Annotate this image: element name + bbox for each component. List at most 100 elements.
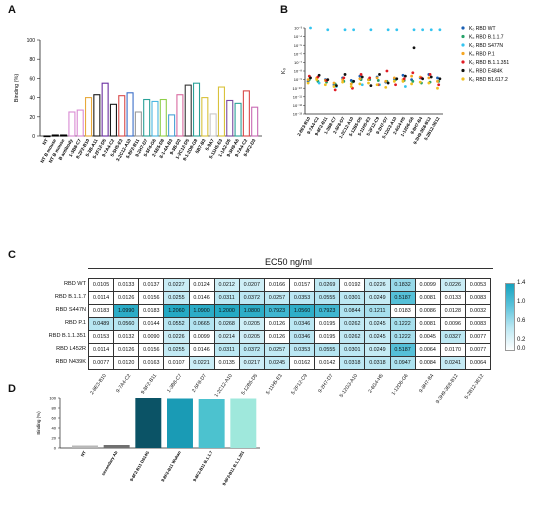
a-bar	[134, 111, 142, 137]
b-y-tick-label: 10⁻⁴	[294, 34, 303, 39]
b-y-tick-label: 10⁻³	[294, 26, 303, 31]
heatmap-cell: 1.0900	[188, 304, 215, 318]
b-legend-marker	[461, 51, 465, 56]
b-point	[323, 83, 327, 87]
heatmap-cell: 0.0255	[163, 291, 190, 305]
a-bar	[217, 86, 225, 137]
heatmap-cell: 0.0166	[263, 278, 291, 292]
b-legend-label: K₀ RBD B1.617.2	[469, 77, 508, 83]
heatmap-cell: 0.0346	[288, 330, 316, 344]
panel-letter-c: C	[8, 249, 16, 261]
heatmap-cell: 0.0084	[414, 356, 441, 370]
heatmap-cell: 0.0064	[414, 343, 441, 357]
a-bar	[118, 95, 126, 137]
b-point	[385, 69, 389, 73]
b-point	[436, 79, 439, 83]
heatmap-cell: 0.0156	[138, 343, 165, 357]
heatmap-cell: 0.0156	[138, 291, 165, 305]
b-point	[343, 28, 347, 32]
b-y-tick-label: 10⁻¹⁰	[293, 86, 303, 91]
heatmap-cell: 0.0226	[163, 330, 190, 344]
b-point	[392, 79, 396, 83]
b-point	[427, 76, 431, 80]
heatmap-cell: 0.0163	[138, 356, 165, 370]
b-legend-marker	[461, 26, 465, 30]
heatmap-cell: 0.0126	[113, 291, 140, 305]
heatmap-column-label: 5-2B12-3E12	[463, 373, 486, 401]
heatmap-cell: 0.0183	[87, 304, 115, 318]
heatmap-cell: 0.0262	[339, 330, 366, 344]
b-point	[378, 73, 381, 76]
heatmap-row-label: RBD B.1.1.7	[54, 294, 86, 300]
colorbar-tick-label: 0.6	[517, 317, 526, 324]
heatmap-cell: 0.0133	[113, 278, 140, 292]
heatmap-cell: 0.0301	[339, 343, 366, 357]
heatmap-cell: 0.0226	[439, 278, 466, 292]
heatmap-cell: 0.1832	[389, 278, 416, 292]
b-point	[315, 78, 319, 81]
heatmap-cell: 0.0269	[314, 278, 341, 292]
a-bar	[101, 82, 109, 137]
heatmap-column-label: 5-12G3-A10	[338, 373, 360, 399]
heatmap-cell: 0.0107	[163, 356, 190, 370]
b-point	[332, 85, 336, 88]
heatmap-cell: 0.0090	[138, 330, 165, 344]
a-bar	[168, 114, 176, 137]
b-point	[384, 79, 388, 83]
b-y-tick-label: 10⁻⁹	[294, 77, 303, 82]
heatmap-cell: 1.0990	[113, 304, 140, 318]
heatmap-cell: 0.7923	[263, 304, 291, 318]
heatmap-cell: 0.0105	[87, 278, 115, 292]
heatmap-cell: 0.0077	[87, 356, 115, 370]
b-point	[369, 84, 373, 88]
a-bar	[226, 99, 234, 137]
heatmap-cell: 0.0205	[238, 317, 265, 331]
heatmap-cell: 0.0311	[213, 291, 240, 305]
b-y-tick-label: 10⁻⁶	[294, 51, 303, 56]
a-y-tick-label: 60	[29, 76, 35, 82]
heatmap-cell: 0.0120	[113, 356, 140, 370]
heatmap-cell: 0.0096	[439, 317, 466, 331]
d-bar	[230, 398, 257, 448]
heatmap-cell: 0.0183	[389, 304, 416, 318]
b-legend-label: K₀ RBD E484K	[469, 68, 503, 74]
b-legend-label: K₀ RBD WT	[469, 26, 496, 32]
b-point	[410, 82, 414, 86]
heatmap-cell: 0.5187	[389, 343, 416, 357]
heatmap-cell: 0.0226	[364, 278, 391, 292]
b-point	[341, 80, 345, 84]
heatmap-cell: 0.0077	[464, 330, 492, 344]
b-point	[412, 46, 416, 50]
b-y-tick-label: 10⁻¹¹	[293, 94, 303, 99]
a-bar	[51, 134, 59, 137]
b-point	[375, 83, 379, 87]
b-point	[317, 81, 321, 85]
a-bar	[76, 109, 84, 137]
heatmap-cell: 0.0137	[138, 278, 165, 292]
heatmap-column-label: 9-3H9-3E8-B12	[435, 373, 461, 405]
a-category-label: NT	[41, 138, 48, 146]
b-point	[360, 75, 364, 79]
heatmap-cell: 0.0142	[314, 356, 341, 370]
heatmap-cell: 0.0245	[364, 330, 391, 344]
heatmap-column-label: 1-12D6-G6	[390, 373, 410, 397]
colorbar-tick-label: 0.2	[517, 336, 526, 343]
heatmap-cell: 0.0114	[87, 343, 115, 357]
d-y-tick-label: 20	[52, 436, 57, 441]
heatmap-cell: 0.1222	[389, 317, 416, 331]
heatmap-cell: 0.0249	[364, 291, 391, 305]
b-point	[368, 76, 372, 80]
b-point	[411, 79, 415, 83]
a-bar	[126, 92, 134, 137]
b-point	[403, 74, 407, 78]
heatmap-cell: 0.0064	[464, 356, 492, 370]
heatmap-cell: 0.0555	[314, 343, 341, 357]
heatmap-row: 0.0153 0.0132 0.0090 0.0226 0.0099 0.0214 0.02…	[87, 330, 492, 344]
heatmap-cell: 0.0081	[414, 291, 441, 305]
chart-d: 0 20 40 60 80 100 Binding (%) NT secondary Ab 9-8…	[36, 396, 260, 486]
b-point	[394, 83, 397, 87]
heatmap-cell: 0.0053	[464, 278, 492, 292]
a-bar	[184, 84, 192, 137]
heatmap-cell: 0.0257	[263, 343, 291, 357]
